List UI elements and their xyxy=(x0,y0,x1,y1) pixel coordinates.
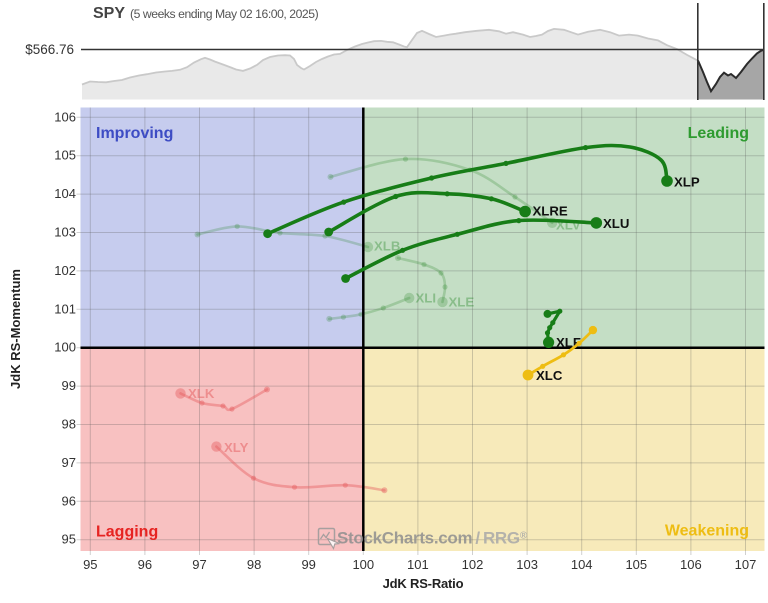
svg-text:Improving: Improving xyxy=(96,125,173,142)
svg-text:105: 105 xyxy=(625,557,647,572)
svg-text:107: 107 xyxy=(735,557,757,572)
svg-text:101: 101 xyxy=(407,557,429,572)
svg-text:XLP: XLP xyxy=(674,175,700,190)
svg-text:XLI: XLI xyxy=(416,291,437,306)
svg-text:XLRE: XLRE xyxy=(533,204,568,219)
svg-text:Leading: Leading xyxy=(688,125,749,142)
svg-text:103: 103 xyxy=(54,225,76,240)
svg-text:XLY: XLY xyxy=(224,440,249,455)
svg-text:SPY(5 weeks ending May 02 16:0: SPY (5 weeks ending May 02 16:00, 2025) xyxy=(93,5,319,22)
svg-text:103: 103 xyxy=(516,557,538,572)
svg-text:XLE: XLE xyxy=(449,295,475,310)
svg-text:99: 99 xyxy=(301,557,315,572)
svg-text:XLK: XLK xyxy=(188,386,215,401)
svg-text:99: 99 xyxy=(62,378,76,393)
svg-text:96: 96 xyxy=(62,493,76,508)
svg-text:$566.76: $566.76 xyxy=(25,42,74,57)
svg-text:XLU: XLU xyxy=(603,216,629,231)
svg-text:100: 100 xyxy=(352,557,374,572)
svg-text:98: 98 xyxy=(247,557,261,572)
svg-text:97: 97 xyxy=(62,455,76,470)
svg-text:100: 100 xyxy=(54,340,76,355)
svg-text:StockCharts.com / RRG®: StockCharts.com / RRG® xyxy=(337,529,528,548)
svg-text:JdK RS-Ratio: JdK RS-Ratio xyxy=(383,576,464,591)
svg-text:104: 104 xyxy=(54,186,76,201)
svg-text:106: 106 xyxy=(680,557,702,572)
svg-text:95: 95 xyxy=(62,532,76,547)
svg-text:102: 102 xyxy=(462,557,484,572)
svg-text:Weakening: Weakening xyxy=(665,523,749,540)
svg-text:XLC: XLC xyxy=(536,368,563,383)
svg-text:Lagging: Lagging xyxy=(96,524,158,541)
svg-text:104: 104 xyxy=(571,557,593,572)
svg-text:96: 96 xyxy=(138,557,152,572)
svg-text:101: 101 xyxy=(54,301,76,316)
svg-text:XLB: XLB xyxy=(374,239,400,254)
svg-text:95: 95 xyxy=(83,557,97,572)
svg-text:105: 105 xyxy=(54,148,76,163)
svg-text:106: 106 xyxy=(54,109,76,124)
svg-text:97: 97 xyxy=(192,557,206,572)
svg-text:102: 102 xyxy=(54,263,76,278)
svg-text:98: 98 xyxy=(62,417,76,432)
svg-text:JdK RS-Momentum: JdK RS-Momentum xyxy=(8,269,23,389)
